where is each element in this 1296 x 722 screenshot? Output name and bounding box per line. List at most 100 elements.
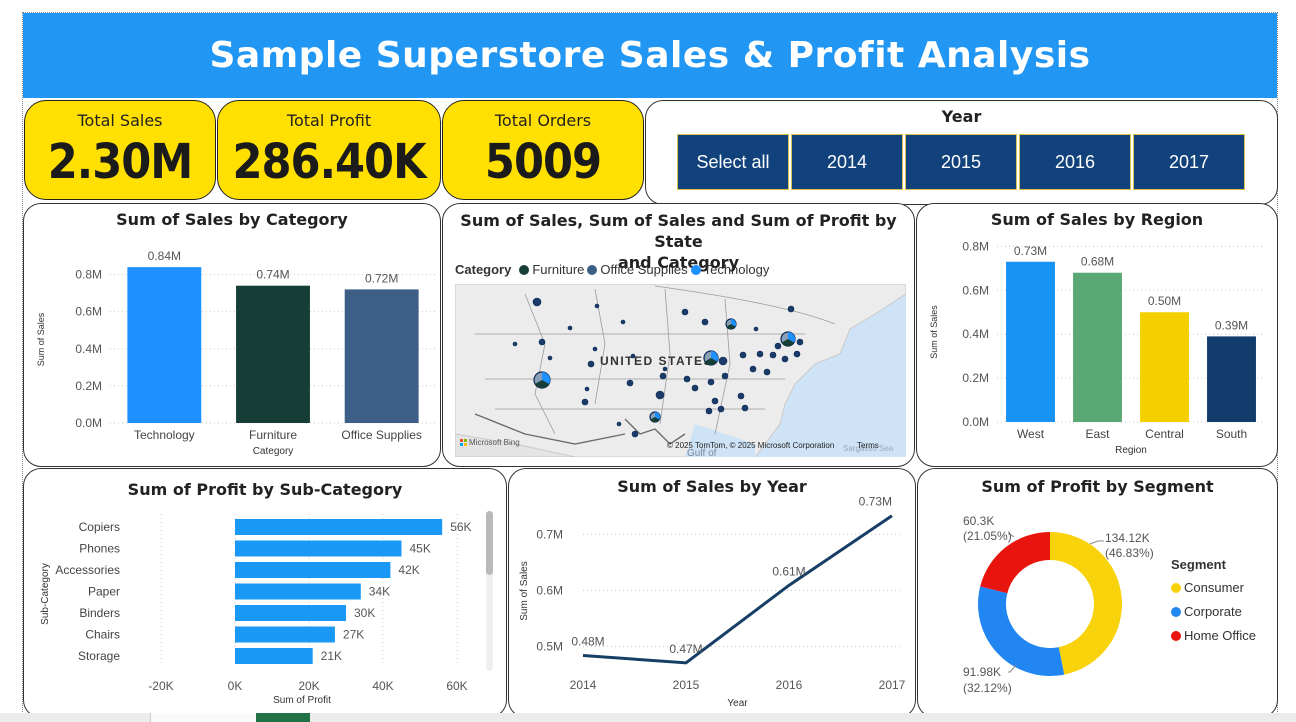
x-tick-label: 0K <box>228 679 243 693</box>
map-bubble[interactable] <box>616 421 622 427</box>
bar <box>235 540 402 557</box>
us-map[interactable]: UNITED STATES Microsoft Bing Gulf of Sar… <box>455 284 906 457</box>
y-tick-label: 0.2M <box>75 379 102 393</box>
map-bubble[interactable] <box>774 342 782 350</box>
map-bubble[interactable] <box>567 325 573 331</box>
legend-item-furniture[interactable]: Furniture <box>532 262 585 277</box>
leader-line <box>1008 664 1017 673</box>
map-bubble[interactable] <box>717 405 725 413</box>
bar <box>235 626 335 643</box>
map-bubble[interactable] <box>655 390 665 400</box>
map-bubble[interactable] <box>691 384 699 392</box>
map-bubble[interactable] <box>781 355 789 363</box>
slicer-option-select-all[interactable]: Select all <box>677 134 789 190</box>
map-bubble[interactable] <box>587 360 595 368</box>
map-bubble[interactable] <box>718 356 728 366</box>
data-label: 45K <box>410 542 431 556</box>
map-attribution: © 2025 TomTom, © 2025 Microsoft Corporat… <box>667 441 834 450</box>
map-bubble[interactable] <box>547 355 553 361</box>
map-bubble[interactable] <box>631 430 639 438</box>
legend-item-technology[interactable]: Technology <box>703 262 770 277</box>
map-bubble[interactable] <box>769 351 777 359</box>
y-tick-label: Phones <box>79 542 120 556</box>
legend-title: Segment <box>1171 557 1226 572</box>
map-bubble[interactable] <box>741 404 749 412</box>
map-bubble[interactable] <box>681 308 689 316</box>
map-bubble[interactable] <box>620 319 626 325</box>
map-bubble[interactable] <box>793 350 801 358</box>
map-bubble[interactable] <box>737 392 745 400</box>
map-bubble-slice <box>711 350 719 362</box>
chart-card-sales-by-category[interactable]: Sum of Sales by Category 0.0M 0.2M 0.4M 0.6… <box>23 203 441 467</box>
sea-label: Sargasso Sea <box>843 444 894 453</box>
map-bubble[interactable] <box>630 353 636 359</box>
legend-dot <box>1171 582 1181 593</box>
data-label: 27K <box>343 628 364 642</box>
legend-item-home-office[interactable]: Home Office <box>1171 628 1256 643</box>
kpi-value: 2.30M <box>47 134 194 190</box>
y-tick-label: 0.0M <box>962 415 989 429</box>
data-label: 0.50M <box>1148 294 1181 308</box>
slicer-option-2017[interactable]: 2017 <box>1133 134 1245 190</box>
y-tick-label: Chairs <box>85 628 120 642</box>
y-tick-label: 0.2M <box>962 371 989 385</box>
map-bubble[interactable] <box>592 346 598 352</box>
map-bubble[interactable] <box>739 351 747 359</box>
chart-card-sales-by-year[interactable]: Sum of Sales by Year 0.5M 0.6M 0.7M 0.48M 20… <box>508 468 916 718</box>
chart-card-profit-by-segment[interactable]: Sum of Profit by Segment 134.12K (46.83%)… <box>917 468 1278 718</box>
legend-item-consumer[interactable]: Consumer <box>1171 580 1256 595</box>
legend-label: Home Office <box>1184 628 1257 643</box>
chart-card-sales-by-region[interactable]: Sum of Sales by Region 0.0M 0.2M 0.4M 0.6M 0… <box>916 203 1278 467</box>
map-bubble[interactable] <box>787 305 795 313</box>
map-bubble[interactable] <box>756 350 764 358</box>
map-bubble[interactable] <box>594 303 600 309</box>
y-tick-label: Paper <box>88 585 120 599</box>
map-bubble[interactable] <box>753 326 759 332</box>
map-canvas: UNITED STATES Microsoft Bing Gulf of Sar… <box>455 284 906 457</box>
map-card-sales-profit-by-state[interactable]: Sum of Sales, Sum of Sales and Sum of Pr… <box>442 203 915 467</box>
data-label: 91.98K <box>963 665 1001 679</box>
map-bubble[interactable] <box>662 366 668 372</box>
map-bubble[interactable] <box>796 338 804 346</box>
map-bubble[interactable] <box>701 318 709 326</box>
map-bubble[interactable] <box>538 338 546 346</box>
sales-by-region-chart: 0.0M 0.2M 0.4M 0.6M 0.8M 0.73M West 0.68M East 0.… <box>929 239 1265 456</box>
map-bubble[interactable] <box>659 372 667 380</box>
map-terms-link[interactable]: Terms <box>857 441 879 450</box>
page-title: Sample Superstore Sales & Profit Analysi… <box>209 35 1091 76</box>
map-bubble[interactable] <box>581 398 589 406</box>
map-bubble[interactable] <box>512 341 518 347</box>
profit-by-subcategory-chart: -20K 0K 20K 40K 60K 56K Copiers 45K Phones 42K Acc… <box>40 514 472 706</box>
x-axis-title: Region <box>1115 445 1147 456</box>
bar <box>1140 312 1189 422</box>
bottom-tab[interactable] <box>150 713 257 722</box>
map-bubble[interactable] <box>626 379 634 387</box>
map-bubble[interactable] <box>707 378 715 386</box>
legend-item-office-supplies[interactable]: Office Supplies <box>600 262 688 277</box>
map-bubble[interactable] <box>721 372 729 380</box>
year-slicer: Year Select all 2014 2015 2016 2017 <box>645 100 1278 205</box>
slicer-option-2016[interactable]: 2016 <box>1019 134 1131 190</box>
map-bubble-slice <box>655 411 661 420</box>
legend-item-corporate[interactable]: Corporate <box>1171 604 1256 619</box>
map-bubble[interactable] <box>705 407 713 415</box>
bottom-tab-active[interactable] <box>256 713 310 722</box>
chart-card-profit-by-subcategory[interactable]: Sum of Profit by Sub-Category -20K 0K 20K 4… <box>23 468 507 718</box>
slicer-option-2014[interactable]: 2014 <box>791 134 903 190</box>
map-bubble[interactable] <box>683 375 691 383</box>
map-bubble[interactable] <box>532 297 542 307</box>
scrollbar-thumb[interactable] <box>486 511 493 575</box>
slicer-option-2015[interactable]: 2015 <box>905 134 1017 190</box>
chart-title: Sum of Sales by Category <box>116 210 348 229</box>
map-bubble[interactable] <box>711 397 719 405</box>
legend-label: Consumer <box>1184 580 1244 595</box>
kpi-card-total-orders: Total Orders 5009 <box>442 100 644 200</box>
x-tick-label: 20K <box>298 679 319 693</box>
x-tick-label: Technology <box>134 428 195 442</box>
map-bubble[interactable] <box>763 368 771 376</box>
map-bubble[interactable] <box>749 365 757 373</box>
legend-title: Category <box>455 262 512 277</box>
scrollbar-track[interactable] <box>486 511 493 671</box>
map-bubble-slice <box>542 371 551 384</box>
map-bubble[interactable] <box>584 386 590 392</box>
